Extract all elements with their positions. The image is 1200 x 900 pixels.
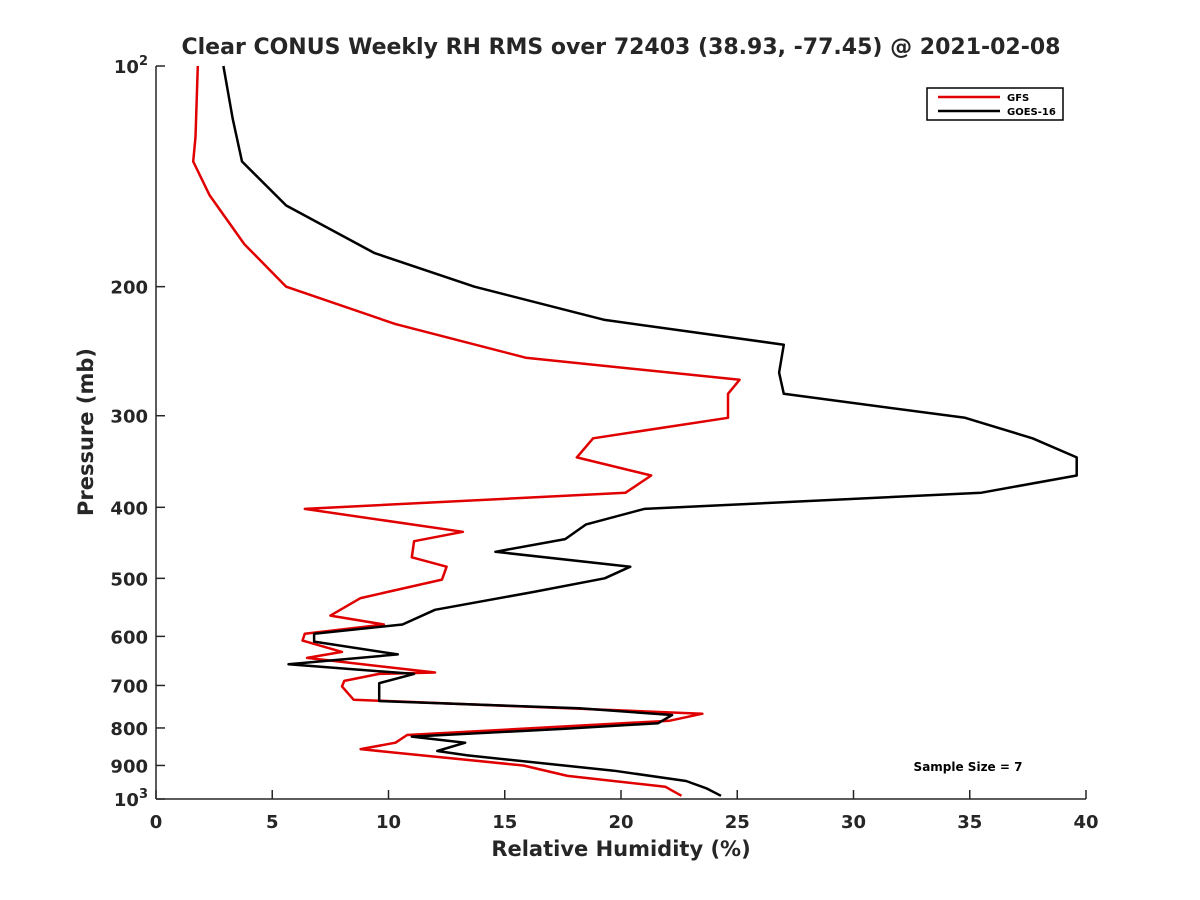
- plot-area: [156, 66, 1086, 799]
- y-tick-label: 400: [110, 498, 148, 519]
- y-tick-label: 300: [110, 407, 148, 428]
- x-tick-label: 5: [266, 812, 279, 833]
- y-axis-label: Pressure (mb): [74, 348, 98, 516]
- sample-size-annotation: Sample Size = 7: [914, 760, 1023, 774]
- legend-box: [926, 87, 1064, 121]
- x-tick-label: 35: [957, 812, 982, 833]
- y-tick-label: 200: [110, 278, 148, 299]
- y-tick-label: 900: [110, 756, 148, 777]
- x-tick-label: 10: [376, 812, 401, 833]
- x-tick-label: 30: [841, 812, 866, 833]
- x-tick-label: 0: [150, 812, 163, 833]
- series-line-gfs: [191, 65, 741, 797]
- y-tick-label: 600: [110, 627, 148, 648]
- x-tick-label: 40: [1073, 812, 1098, 833]
- y-tick-label: 500: [110, 569, 148, 590]
- series-line-goes16: [222, 65, 1078, 797]
- x-tick-label: 15: [492, 812, 517, 833]
- legend-label-goes16: GOES-16: [1007, 107, 1056, 118]
- y-tick-label: 800: [110, 719, 148, 740]
- axes-layer: 0 5 10 15 20 25 30 35 40102200300400500600700800…: [110, 54, 1098, 833]
- chart-title: Clear CONUS Weekly RH RMS over 72403 (38…: [182, 35, 1061, 60]
- legend-label-gfs: GFS: [1007, 93, 1029, 104]
- series-layer: [191, 65, 1078, 797]
- legend: GFS GOES-16: [926, 87, 1064, 121]
- x-tick-label: 25: [725, 812, 750, 833]
- y-tick-label: 700: [110, 676, 148, 697]
- x-tick-label: 20: [608, 812, 633, 833]
- x-axis-label: Relative Humidity (%): [491, 837, 750, 861]
